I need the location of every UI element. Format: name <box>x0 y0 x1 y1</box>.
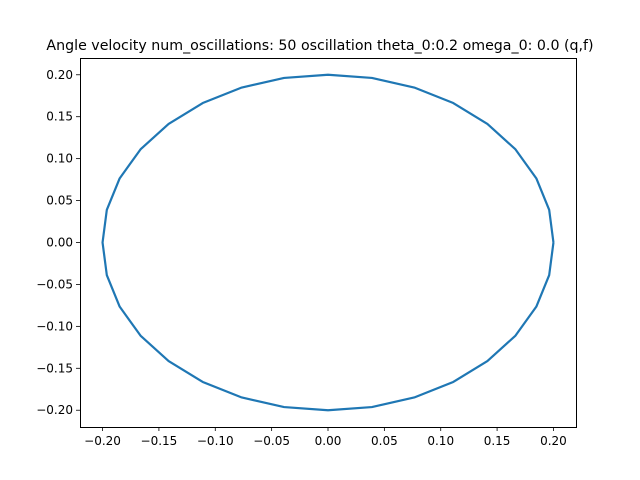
y-tick-label: −0.20 <box>36 403 73 417</box>
axes-frame <box>80 58 577 428</box>
y-tick-label: −0.15 <box>36 361 73 375</box>
x-tick-label: 0.15 <box>484 434 511 448</box>
plot-area <box>80 58 577 428</box>
x-tick-label: −0.20 <box>84 434 121 448</box>
y-tick-label: −0.10 <box>36 319 73 333</box>
y-tick-label: 0.20 <box>46 68 73 82</box>
y-tick-label: 0.15 <box>46 110 73 124</box>
x-tick-label: −0.05 <box>253 434 290 448</box>
y-tick-label: 0.10 <box>46 152 73 166</box>
x-tick-label: 0.05 <box>371 434 398 448</box>
x-axis: −0.20 −0.15 −0.10 −0.05 0.00 0.05 0.10 0.15 0.20 <box>84 427 567 448</box>
y-tick-label: 0.00 <box>46 236 73 250</box>
x-tick-label: 0.20 <box>540 434 567 448</box>
chart-title: Angle velocity num_oscillations: 50 osci… <box>46 38 593 54</box>
x-tick-label: 0.00 <box>315 434 342 448</box>
series-layer <box>101 73 555 412</box>
series-line-0 <box>101 73 555 412</box>
x-tick-label: 0.10 <box>427 434 454 448</box>
y-tick-label: 0.05 <box>46 194 73 208</box>
y-axis: −0.20 −0.15 −0.10 −0.05 0.00 0.05 0.10 0.15 0.20 <box>36 68 80 417</box>
y-tick-label: −0.05 <box>36 277 73 291</box>
x-tick-label: −0.10 <box>197 434 234 448</box>
x-tick-label: −0.15 <box>141 434 178 448</box>
